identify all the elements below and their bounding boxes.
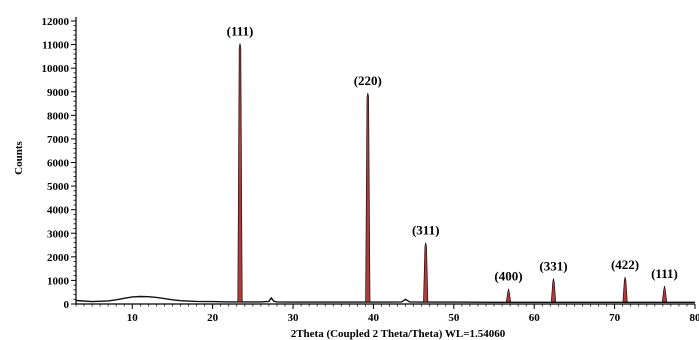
x-axis-title: 2Theta (Coupled 2 Theta/Theta) WL=1.5406… (291, 328, 506, 340)
peak-mark (661, 286, 668, 303)
y-tick-label: 7000 (47, 134, 70, 146)
x-tick-label: 60 (529, 312, 541, 324)
y-tick-label: 3000 (47, 228, 70, 240)
y-tick-label: 4000 (47, 205, 70, 217)
baseline-line (75, 295, 695, 303)
y-tick-label: 2000 (47, 252, 70, 264)
peak-label: (220) (354, 73, 382, 88)
x-tick-label: 40 (368, 312, 380, 324)
peak-label: (311) (412, 223, 439, 238)
x-tick-label: 20 (207, 312, 219, 324)
peak-mark (423, 242, 429, 303)
x-tick-label: 80 (690, 312, 699, 324)
y-tick-label: 6000 (47, 158, 70, 170)
peak-mark (550, 278, 557, 303)
x-tick-label: 70 (609, 312, 621, 324)
peak-mark (365, 92, 371, 303)
y-axis: 0 1000 2000 3000 4000 5000 6000 7000 8000 9000 100… (42, 16, 77, 311)
peak-mark (505, 288, 512, 303)
y-tick-label: 12000 (42, 16, 70, 28)
peak-label: (111) (227, 23, 254, 38)
y-tick-label: 5000 (47, 181, 70, 193)
peak-label: (331) (539, 259, 567, 274)
baseline-trace (75, 295, 695, 303)
y-axis-title: Counts (13, 140, 25, 174)
y-tick-label: 8000 (47, 110, 70, 122)
y-tick-label: 10000 (42, 63, 70, 75)
y-tick-label: 0 (64, 299, 70, 311)
peak-label: (400) (494, 269, 522, 284)
y-tick-label: 11000 (42, 40, 69, 52)
peak-label: (422) (611, 257, 639, 272)
peak-label: (111) (651, 266, 678, 281)
peak-labels: (111) (220) (311) (400) (331) (422) (111) (227, 23, 678, 283)
y-tick-label: 1000 (47, 275, 70, 287)
x-tick-label: 30 (288, 312, 300, 324)
peak-mark (622, 276, 628, 303)
y-tick-label: 9000 (47, 87, 70, 99)
x-tick-label: 50 (448, 312, 460, 324)
peak-mark (237, 43, 243, 303)
x-axis: 10 20 30 40 50 60 70 80 (75, 303, 699, 324)
peaks (237, 43, 668, 303)
x-tick-label: 10 (127, 312, 139, 324)
